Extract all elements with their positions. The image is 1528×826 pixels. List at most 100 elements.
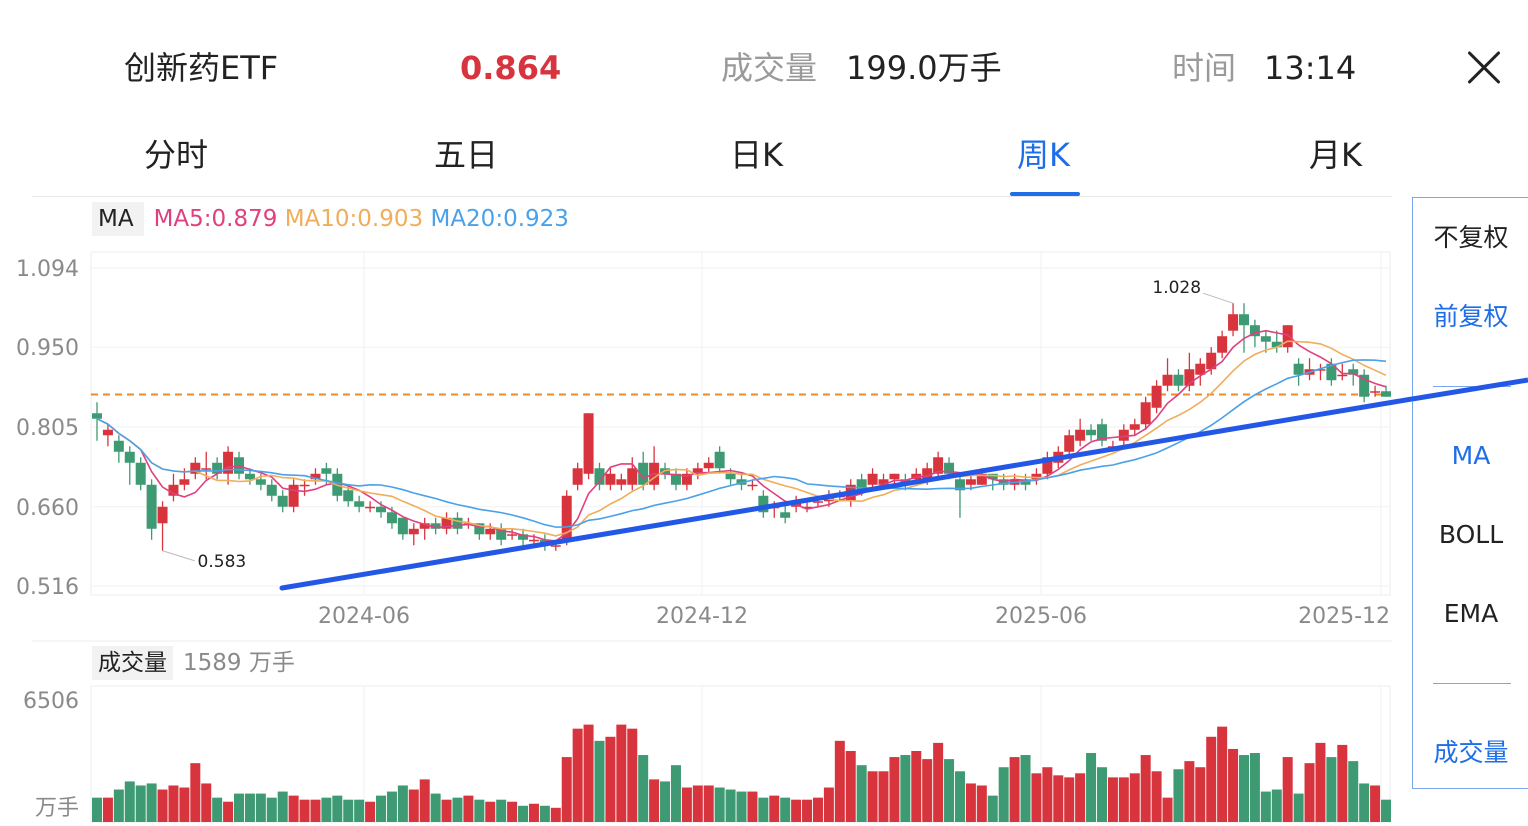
candle-body <box>343 490 354 502</box>
volume-bar <box>911 750 922 822</box>
volume-bar <box>485 801 496 822</box>
ma-option[interactable]: MA <box>1451 441 1491 470</box>
ma20-line <box>96 359 1387 528</box>
candle-body <box>1282 325 1293 348</box>
candle-body <box>605 473 616 485</box>
candle-body <box>277 495 288 507</box>
candle-body <box>692 468 703 474</box>
volume-bar <box>463 795 474 822</box>
volume-bar <box>1249 753 1260 822</box>
volume-bar <box>441 799 452 822</box>
volume-bar <box>703 785 714 822</box>
volume-bar <box>528 803 539 822</box>
candle-body <box>878 479 889 485</box>
candle-body <box>1195 363 1206 375</box>
header: 创新药ETF 0.864 成交量 199.0万手 时间 13:14 <box>0 0 1528 130</box>
candle-body <box>1140 402 1151 425</box>
volume-bar <box>594 740 605 822</box>
side-separator <box>1433 683 1511 684</box>
volume-bar <box>1053 775 1064 822</box>
no-adjust-option[interactable]: 不复权 <box>1433 223 1509 252</box>
volume-bar <box>845 750 856 822</box>
candle-body <box>179 479 190 485</box>
indicator-panel: 不复权 前复权 MA BOLL EMA 成交量 <box>1412 197 1528 789</box>
candle-body <box>965 479 976 485</box>
candle-body <box>987 473 998 480</box>
ma-tag[interactable]: MA <box>92 202 144 236</box>
volume-bar <box>179 787 190 822</box>
volume-bar <box>649 779 660 822</box>
candle-body <box>518 534 529 540</box>
y-tick-label: 0.805 <box>16 416 79 441</box>
tab-intraday[interactable]: 分时 <box>144 136 209 174</box>
kline-chart[interactable]: 2024-06 2024-12 2025-06 2025-12 1.094 0.950 0.… <box>0 0 1412 826</box>
volume-bar <box>1129 773 1140 822</box>
candle-body <box>1381 391 1391 397</box>
candle-body <box>1348 369 1359 375</box>
volume-label: 成交量 <box>721 49 818 87</box>
close-icon[interactable] <box>1460 44 1508 92</box>
volume-bar <box>1337 744 1348 822</box>
tab-five-day[interactable]: 五日 <box>434 136 499 174</box>
candle-body <box>168 484 179 496</box>
volume-bar <box>1348 761 1359 822</box>
candle-body <box>812 501 823 503</box>
candle-body <box>856 479 867 491</box>
volume-bar <box>365 801 376 822</box>
volume-bar <box>1151 771 1162 822</box>
volume-tag[interactable]: 成交量 <box>92 646 173 680</box>
candle-body <box>190 462 201 474</box>
trendline-extension <box>1412 377 1528 402</box>
volume-bar <box>354 799 365 822</box>
volume-bar <box>1282 757 1293 822</box>
candle-body <box>681 473 692 485</box>
volume-bar <box>452 797 463 822</box>
volume-bar <box>1162 797 1173 822</box>
volume-bar <box>419 779 430 822</box>
volume-option[interactable]: 成交量 <box>1433 738 1509 767</box>
candle-body <box>1173 374 1184 386</box>
candle-body <box>703 462 714 469</box>
volume-bar <box>1228 748 1239 822</box>
y-tick-label: 0.950 <box>16 336 79 361</box>
volume-bar <box>856 765 867 822</box>
volume-bar <box>1009 757 1020 822</box>
volume-bar <box>736 791 747 822</box>
candle-body <box>1249 325 1260 337</box>
candle-body <box>638 462 649 485</box>
candle-body <box>507 534 518 536</box>
candle-body <box>146 484 157 529</box>
candle-body <box>976 473 987 485</box>
candle-body <box>922 468 933 480</box>
volume-axis-unit-label: 万手 <box>35 796 79 821</box>
volume-bar <box>922 759 933 822</box>
candle-body <box>1293 363 1304 375</box>
candle-body <box>92 413 102 419</box>
tab-daily-k[interactable]: 日K <box>730 136 783 174</box>
volume-bar <box>1107 777 1118 822</box>
volume-bar <box>201 783 212 822</box>
candle-body <box>397 517 408 535</box>
candle-body <box>933 457 944 474</box>
volume-bar <box>1064 777 1075 822</box>
candle-body <box>780 512 791 518</box>
volume-bar <box>987 795 998 822</box>
volume-bar <box>758 797 769 822</box>
x-tick-label: 2024-12 <box>656 604 748 629</box>
volume-bar <box>583 724 594 822</box>
volume-bar <box>168 785 179 822</box>
volume-bar <box>124 781 135 822</box>
volume-bar <box>900 755 911 822</box>
volume-bar <box>660 781 671 822</box>
forward-adjust-option[interactable]: 前复权 <box>1433 302 1509 331</box>
tab-monthly-k[interactable]: 月K <box>1309 136 1362 174</box>
volume-bar <box>1118 777 1129 822</box>
x-tick-label: 2024-06 <box>318 604 410 629</box>
ema-option[interactable]: EMA <box>1443 599 1499 628</box>
candle-body <box>1260 336 1271 342</box>
candle-body <box>124 451 135 463</box>
boll-option[interactable]: BOLL <box>1438 520 1504 549</box>
volume-bar <box>1173 769 1184 822</box>
tab-weekly-k[interactable]: 周K <box>1017 136 1070 174</box>
volume-bar <box>954 771 965 822</box>
